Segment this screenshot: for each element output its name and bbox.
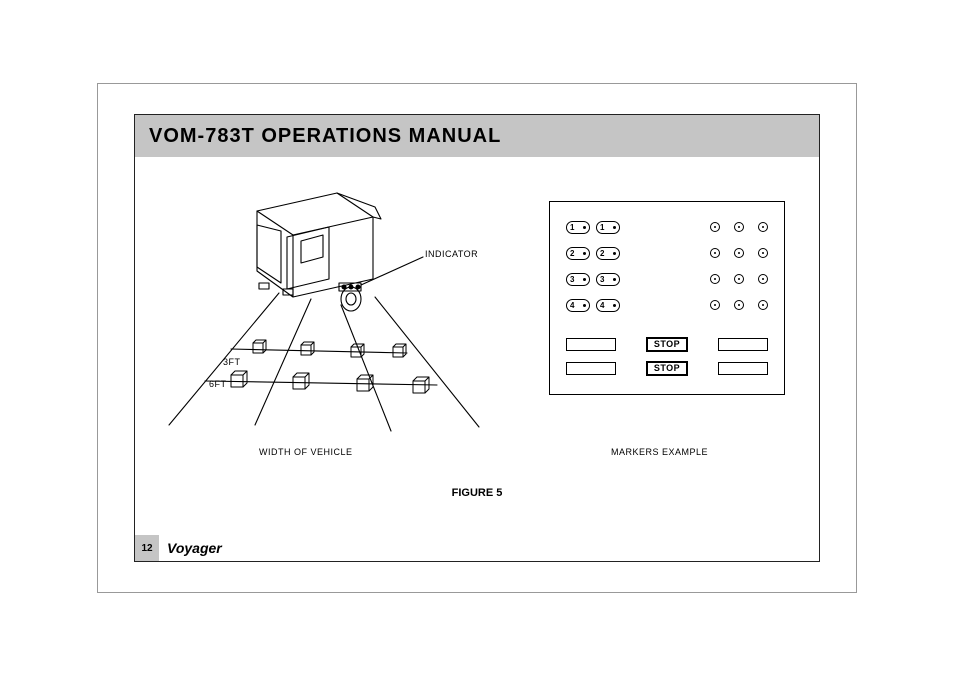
- stop-rows: STOP STOP: [566, 332, 768, 380]
- marker-rect: [718, 362, 768, 375]
- marker-dot-icon: [710, 222, 720, 232]
- marker-row: 1 1: [566, 214, 768, 240]
- marker-pill: 2: [566, 247, 590, 260]
- marker-pill: 3: [596, 273, 620, 286]
- marker-rect: [566, 362, 616, 375]
- stop-marker: STOP: [646, 361, 688, 376]
- page-title: VOM-783T OPERATIONS MANUAL: [149, 125, 501, 148]
- marker-dot-icon: [758, 274, 768, 284]
- marker-row: 2 2: [566, 240, 768, 266]
- page-number: 12: [135, 535, 159, 561]
- outer-frame: VOM-783T OPERATIONS MANUAL: [97, 83, 857, 593]
- indicator-label: INDICATOR: [425, 249, 478, 259]
- stop-row: STOP: [566, 332, 768, 356]
- distance-3ft-label: 3FT: [223, 357, 241, 367]
- marker-rect: [566, 338, 616, 351]
- stop-row: STOP: [566, 356, 768, 380]
- content-area: INDICATOR 3FT 6FT WIDTH OF VEHICLE MARKE…: [135, 157, 819, 535]
- marker-pill: 1: [596, 221, 620, 234]
- marker-pill: 1: [566, 221, 590, 234]
- marker-row: 4 4: [566, 292, 768, 318]
- marker-dot-icon: [758, 248, 768, 258]
- marker-dot-icon: [734, 274, 744, 284]
- marker-dot-icon: [758, 222, 768, 232]
- marker-dot-icon: [734, 300, 744, 310]
- marker-pill: 4: [566, 299, 590, 312]
- figure-label: FIGURE 5: [452, 487, 503, 499]
- marker-dot-icon: [734, 222, 744, 232]
- distance-6ft-label: 6FT: [209, 379, 227, 389]
- marker-pill: 3: [566, 273, 590, 286]
- markers-panel: 1 1 2 2: [549, 201, 785, 395]
- marker-rect: [718, 338, 768, 351]
- marker-dot-icon: [710, 248, 720, 258]
- marker-row: 3 3: [566, 266, 768, 292]
- stop-marker: STOP: [646, 337, 688, 352]
- page-footer: 12 Voyager: [135, 535, 819, 561]
- width-of-vehicle-caption: WIDTH OF VEHICLE: [259, 447, 353, 457]
- inner-frame: VOM-783T OPERATIONS MANUAL: [134, 114, 820, 562]
- marker-grid: 1 1 2 2: [566, 214, 768, 318]
- marker-dot-icon: [758, 300, 768, 310]
- brand-name: Voyager: [167, 540, 222, 556]
- marker-dot-icon: [710, 300, 720, 310]
- markers-example-caption: MARKERS EXAMPLE: [611, 447, 708, 457]
- marker-pill: 2: [596, 247, 620, 260]
- marker-dot-icon: [710, 274, 720, 284]
- truck-diagram: [161, 175, 481, 435]
- title-band: VOM-783T OPERATIONS MANUAL: [135, 115, 819, 157]
- marker-dot-icon: [734, 248, 744, 258]
- marker-pill: 4: [596, 299, 620, 312]
